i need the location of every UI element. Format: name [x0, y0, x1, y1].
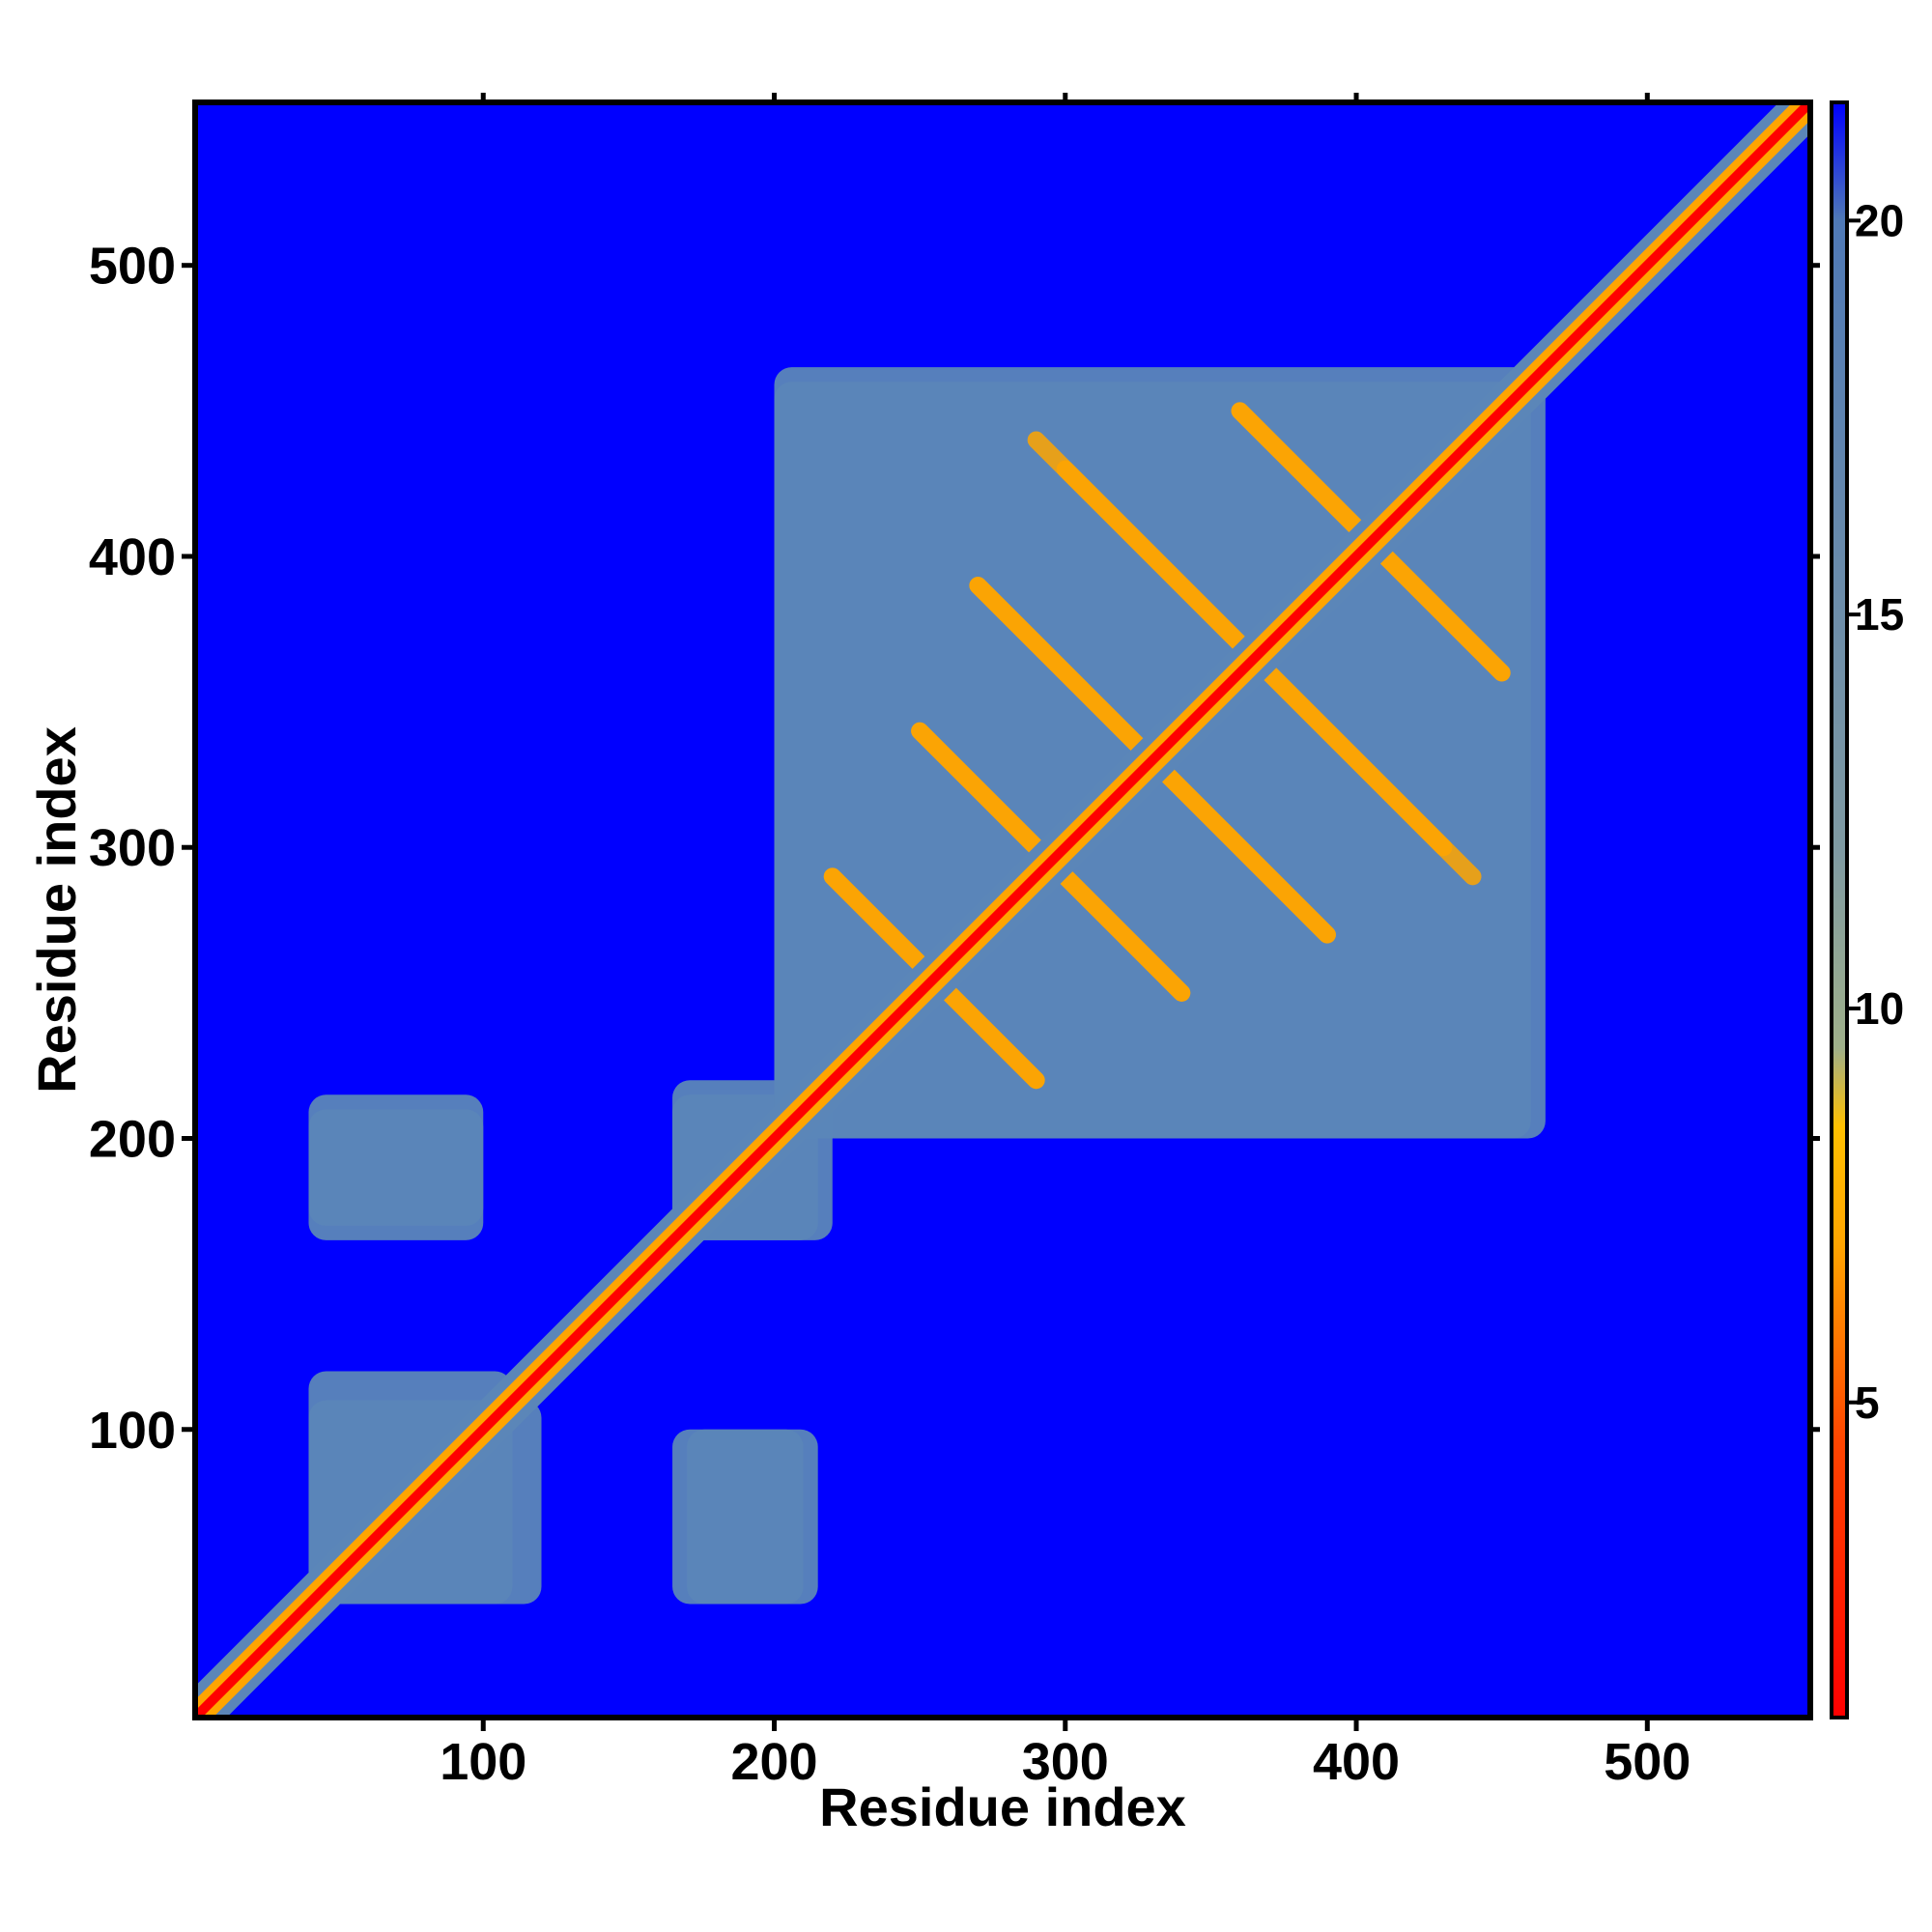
x-tick-label: 500	[1604, 1733, 1690, 1791]
x-tick-label: 400	[1313, 1733, 1400, 1791]
contact-block-2	[308, 1109, 484, 1240]
x-tick-label: 100	[440, 1733, 526, 1791]
x-axis: 100 200 300 400 500	[440, 93, 1690, 1791]
x-tick-label: 300	[1022, 1733, 1109, 1791]
y-tick-label: 400	[89, 528, 176, 586]
x-axis-title: Residue index	[819, 1776, 1186, 1837]
colorbar-tick-label: 15	[1855, 589, 1904, 639]
colorbar-gradient	[1830, 100, 1849, 1719]
colorbar-ticks: 5 10 15 20	[1847, 195, 1904, 1428]
colorbar: 5 10 15 20	[1830, 100, 1904, 1719]
y-axis: 100 200 300 400 500	[89, 238, 1820, 1460]
colorbar-tick-label: 5	[1855, 1378, 1880, 1428]
colorbar-tick-label: 10	[1855, 983, 1904, 1034]
y-tick-label: 200	[89, 1110, 176, 1168]
plot-area	[192, 99, 1813, 1720]
heatmap-cells	[195, 102, 1810, 1718]
y-axis-title: Residue index	[26, 726, 87, 1094]
diagonal-line	[195, 102, 1810, 1718]
y-tick-label: 300	[89, 819, 176, 877]
contact-block-2-mirror	[672, 1429, 804, 1605]
colorbar-tick-label: 20	[1855, 195, 1904, 245]
x-tick-label: 200	[730, 1733, 817, 1791]
plot-frame	[192, 99, 1813, 1720]
y-tick-label: 500	[89, 238, 176, 296]
y-tick-label: 100	[89, 1402, 176, 1460]
